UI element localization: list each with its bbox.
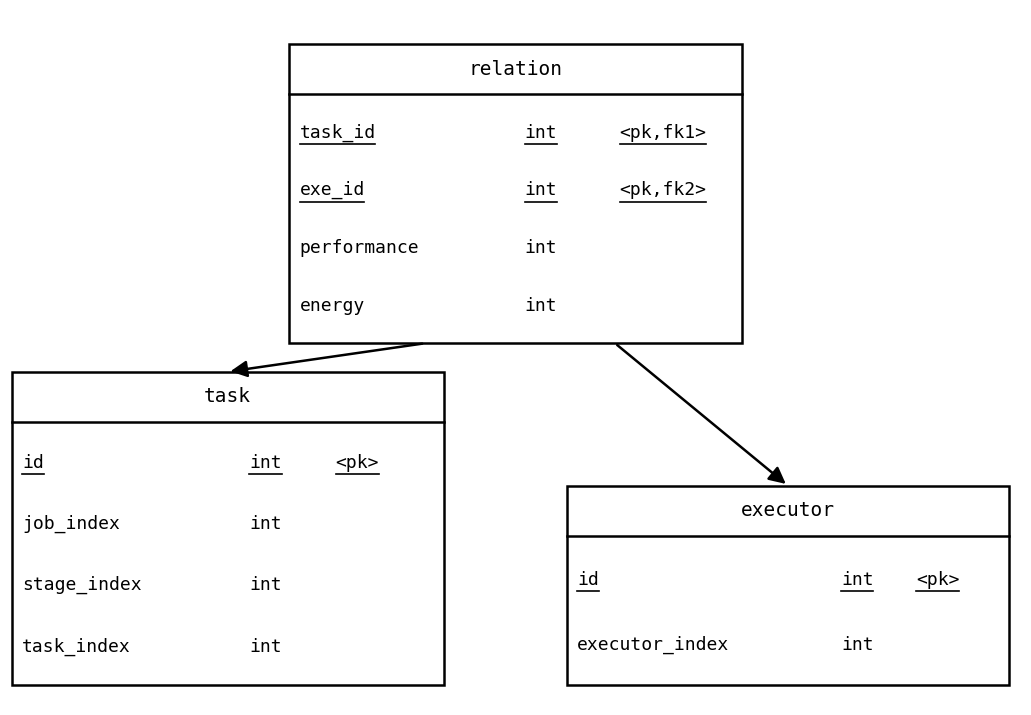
Text: id: id [22, 454, 43, 472]
Text: stage_index: stage_index [22, 576, 141, 594]
Bar [11, 372, 443, 685]
Text: task: task [204, 387, 252, 406]
Text: task_id: task_id [300, 123, 375, 142]
Text: <pk,fk2>: <pk,fk2> [620, 182, 706, 199]
Text: int: int [250, 515, 281, 533]
Text: int: int [841, 571, 873, 589]
Text: int: int [525, 240, 557, 257]
Text: exe_id: exe_id [300, 181, 365, 199]
Bar [290, 44, 741, 343]
Text: int: int [525, 124, 557, 142]
Text: energy: energy [300, 297, 365, 315]
Text: int: int [250, 454, 281, 472]
Text: <pk,fk1>: <pk,fk1> [620, 124, 706, 142]
Text: int: int [250, 638, 281, 656]
Text: int: int [525, 182, 557, 199]
Text: int: int [525, 297, 557, 315]
Text: <pk>: <pk> [335, 454, 379, 472]
Text: executor_index: executor_index [577, 636, 730, 654]
Text: job_index: job_index [22, 515, 120, 533]
Text: <pk>: <pk> [917, 571, 960, 589]
Text: int: int [841, 636, 873, 654]
Bar [567, 485, 1009, 685]
Text: performance: performance [300, 240, 420, 257]
Text: int: int [250, 576, 281, 594]
Text: executor: executor [741, 501, 835, 520]
Text: relation: relation [468, 59, 563, 79]
Text: id: id [577, 571, 599, 589]
Text: task_index: task_index [22, 638, 131, 656]
